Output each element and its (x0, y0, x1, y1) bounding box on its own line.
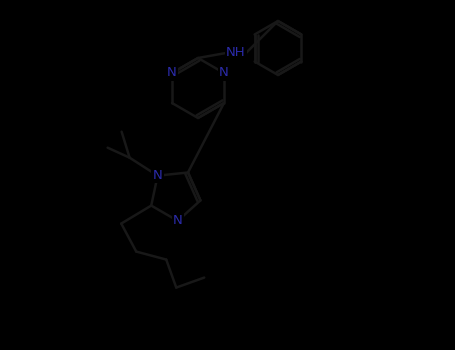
Text: N: N (167, 66, 177, 79)
Text: N: N (153, 169, 162, 182)
Text: N: N (173, 214, 182, 228)
Text: NH: NH (226, 47, 246, 60)
Text: N: N (219, 66, 229, 79)
